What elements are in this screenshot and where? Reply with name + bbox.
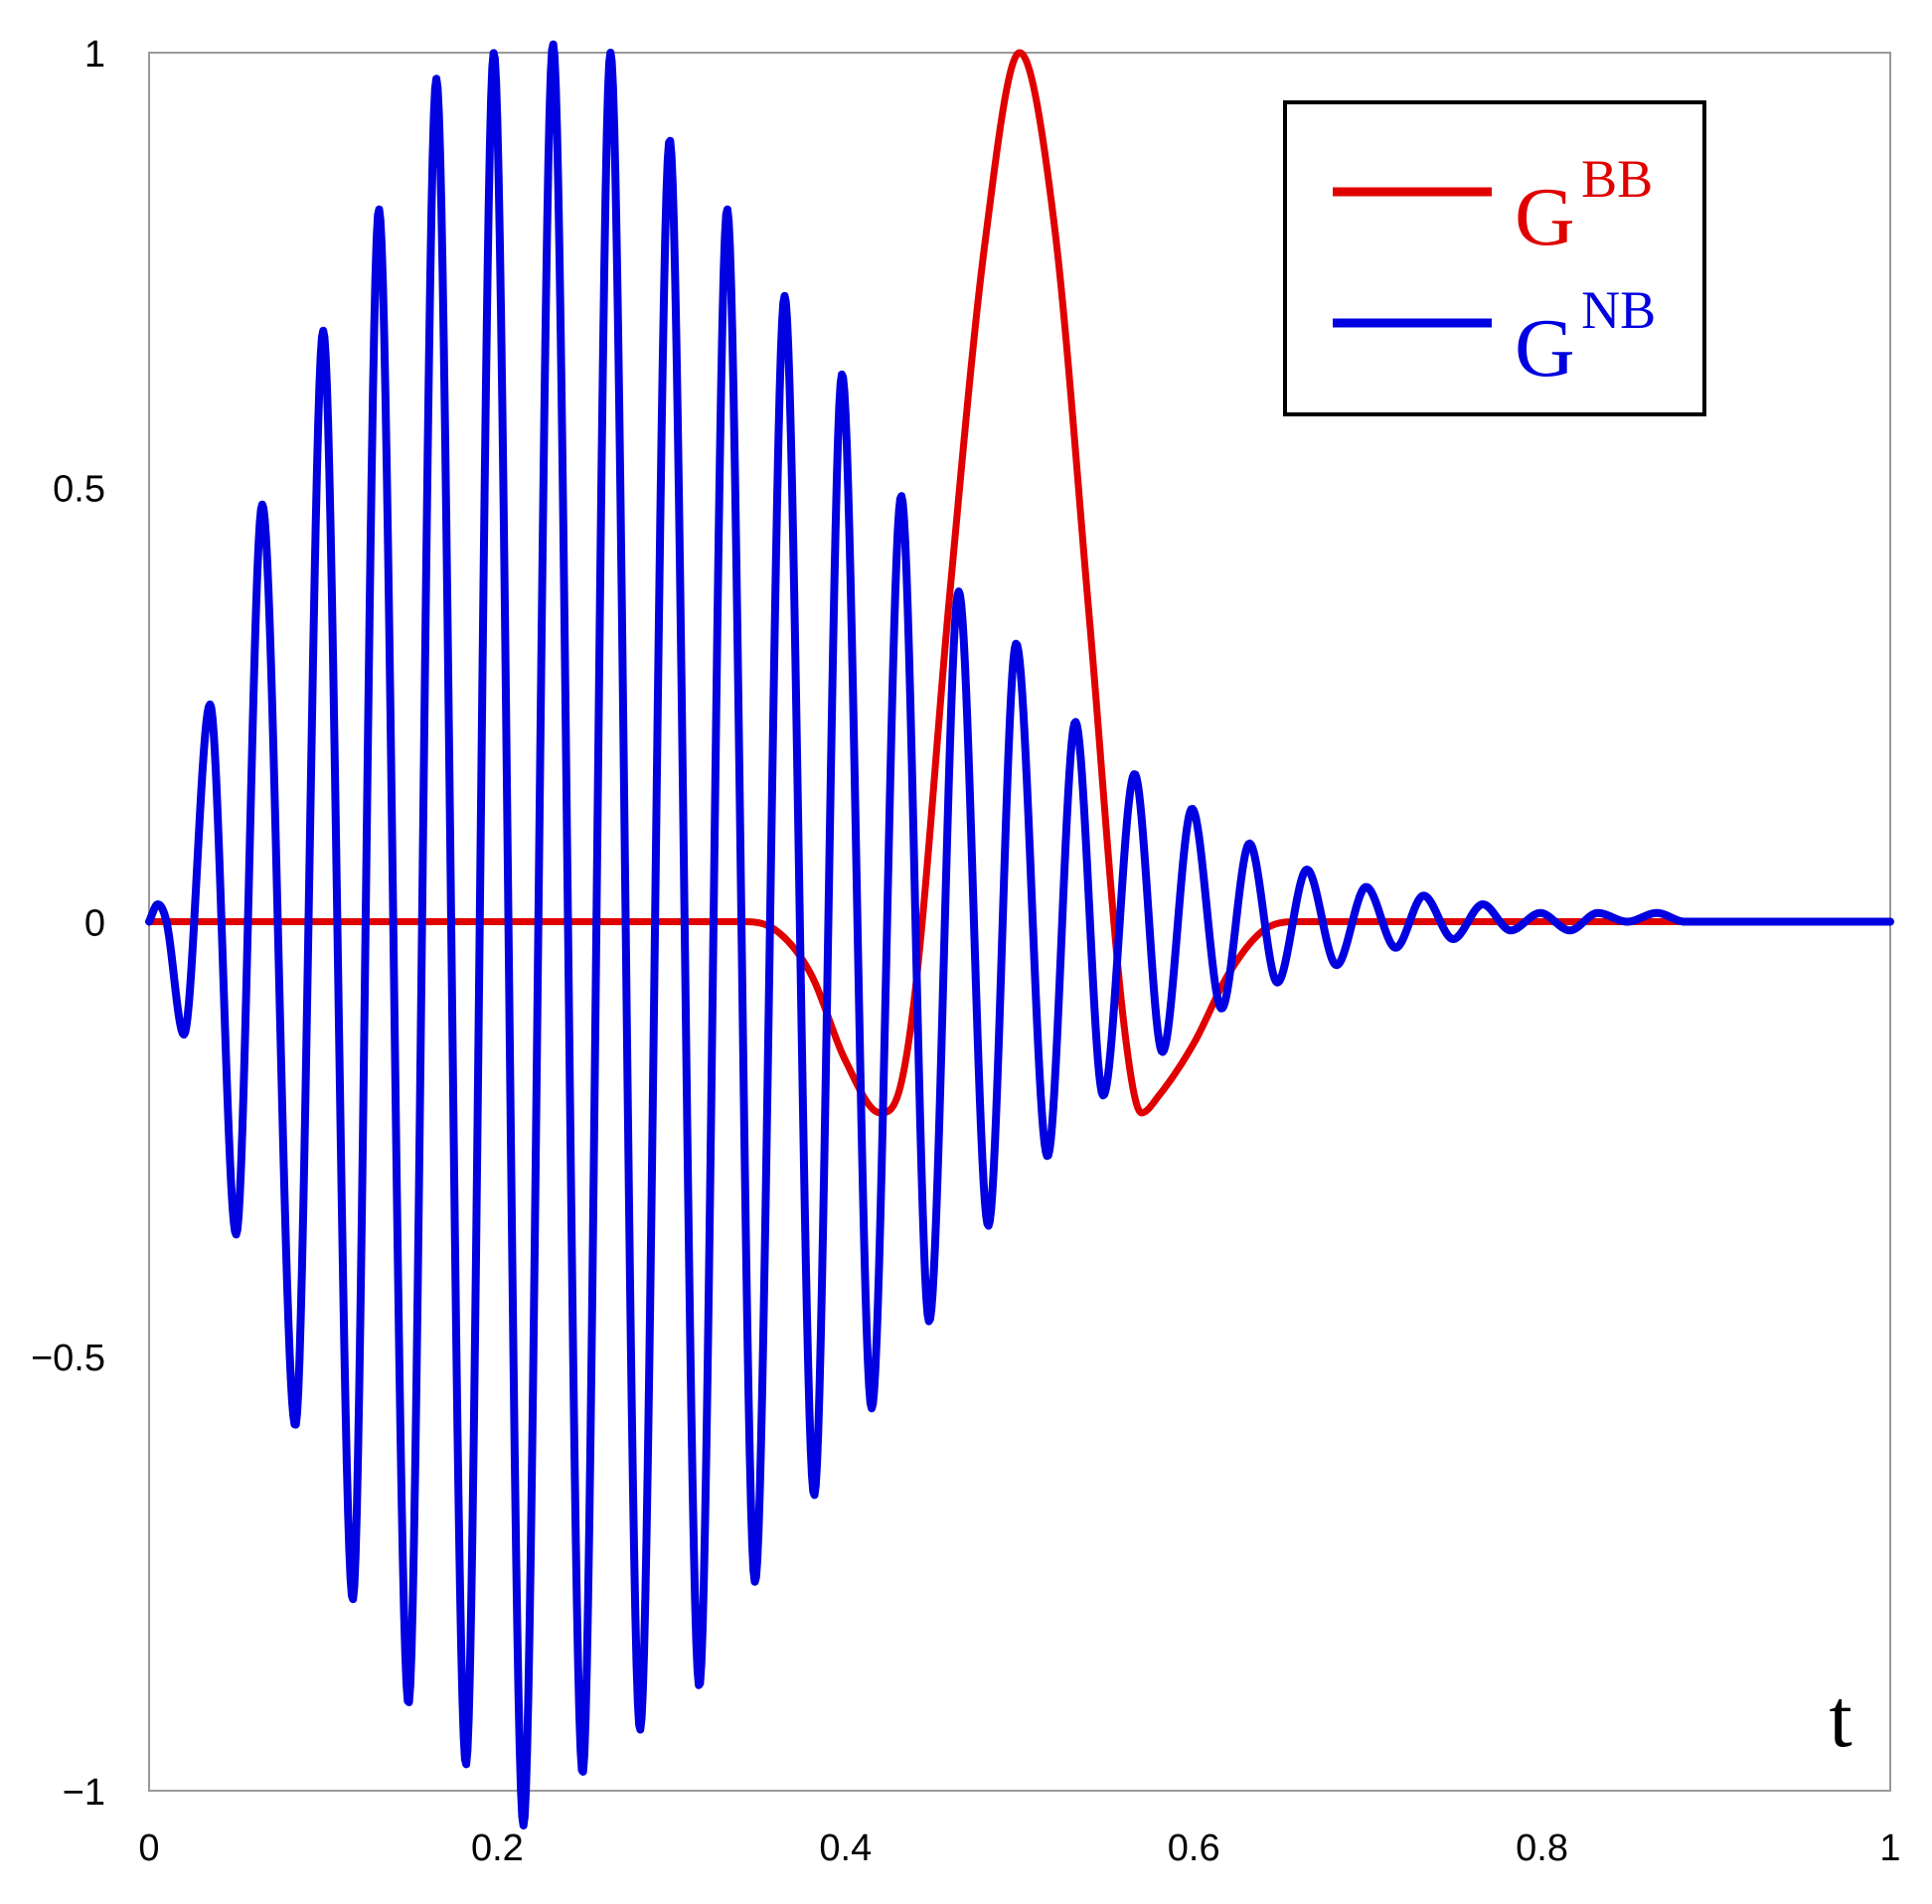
legend-label-gnb-base: G [1515,302,1575,395]
legend: G BB G NB [1283,100,1706,416]
y-tick-labels: 1 0.5 0 −0.5 −1 [31,34,105,1814]
x-tick-label: 0.2 [471,1827,524,1869]
series-layer [145,40,1894,1829]
legend-label-gbb-sup: BB [1581,149,1653,209]
series-line-gbb [145,49,1894,1117]
legend-label-gbb-base: G [1515,171,1575,263]
y-tick-label: −1 [63,1772,105,1814]
y-tick-label: −0.5 [31,1338,105,1379]
y-tick-label: 0 [84,903,105,945]
x-tick-label: 0.8 [1516,1827,1568,1869]
x-tick-label: 0.6 [1168,1827,1220,1869]
x-tick-label: 0 [138,1827,159,1869]
y-tick-label: 1 [84,34,105,76]
legend-label-gnb-sup: NB [1581,280,1656,340]
x-tick-label: 1 [1879,1827,1900,1869]
x-axis-title: t [1829,1672,1852,1765]
legend-label-gnb: G NB [1515,280,1656,395]
x-tick-label: 0.4 [819,1827,872,1869]
legend-box [1283,100,1706,416]
series-line-gnb [145,40,1894,1829]
y-tick-label: 0.5 [53,468,105,510]
x-tick-labels: 0 0.2 0.4 0.6 0.8 1 [138,1827,1900,1869]
legend-label-gbb: G BB [1515,149,1653,263]
